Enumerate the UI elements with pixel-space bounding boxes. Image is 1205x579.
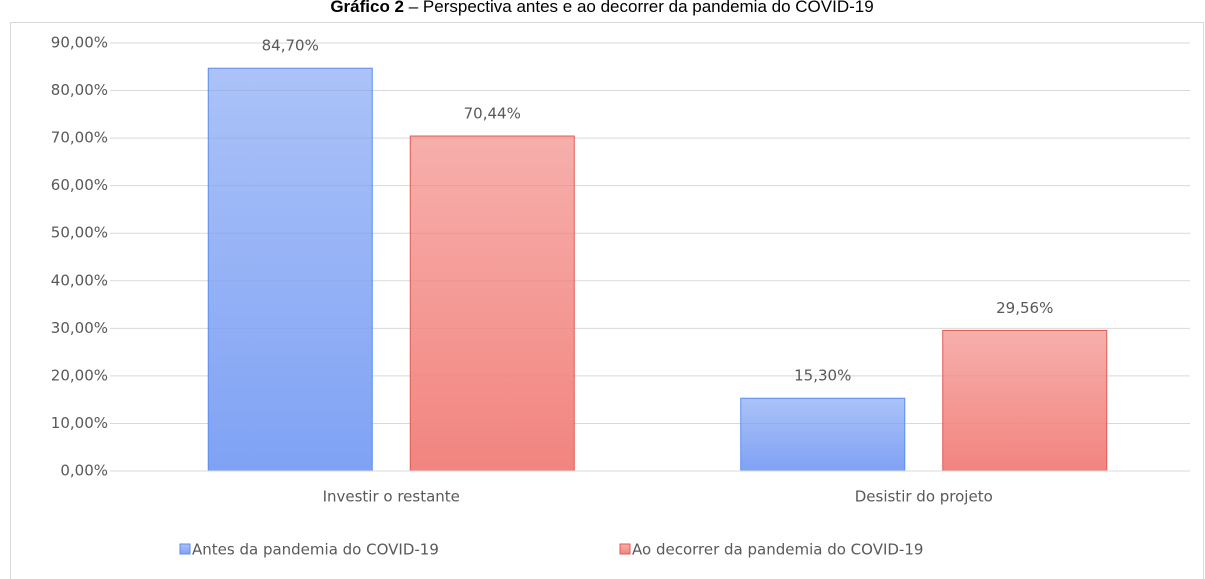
data-label: 15,30% [794,367,851,385]
y-tick-label: 20,00% [51,366,108,384]
bar [740,397,906,472]
legend-label: Ao decorrer da pandemia do COVID-19 [632,541,923,559]
data-label: 84,70% [262,37,319,55]
x-tick-label: Investir o restante [323,488,460,506]
data-label: 70,44% [464,105,521,123]
legend-swatch [179,543,191,555]
y-tick-label: 30,00% [51,319,108,337]
title-label: Gráfico 2 [330,0,404,16]
y-tick-label: 60,00% [51,176,108,194]
title-text: – Perspectiva antes e ao decorrer da pan… [409,0,874,16]
y-tick-label: 90,00% [51,34,108,52]
legend-label: Antes da pandemia do COVID-19 [192,541,439,559]
y-tick-label: 10,00% [51,414,108,432]
bar [207,67,373,472]
x-tick-label: Desistir do projeto [855,488,993,506]
data-label: 29,56% [996,299,1053,317]
chart-title: Gráfico 2 – Perspectiva antes e ao decor… [330,0,873,16]
bar [409,135,575,472]
y-tick-label: 70,00% [51,129,108,147]
legend-swatch [619,543,631,555]
y-tick-label: 0,00% [60,462,108,480]
y-tick-label: 50,00% [51,224,108,242]
bar [942,329,1108,472]
y-tick-label: 40,00% [51,271,108,289]
y-tick-label: 80,00% [51,81,108,99]
